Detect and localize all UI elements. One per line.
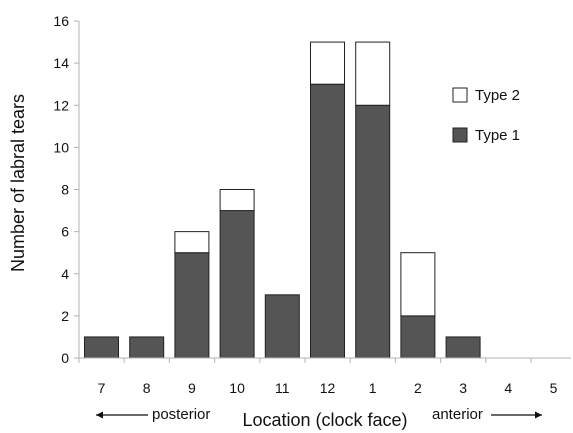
y-tick-label: 12 (53, 97, 69, 113)
y-tick-label: 4 (61, 266, 69, 282)
y-axis-ticks: 0 2 4 6 8 10 12 14 16 (53, 13, 79, 366)
legend-label-type-2: Type 2 (475, 87, 520, 104)
bar-type-2-12 (310, 41, 345, 85)
legend-label-type-1: Type 1 (475, 127, 520, 144)
bar-type-2-1 (355, 41, 391, 106)
x-tick-label: 11 (275, 380, 290, 396)
posterior-annotation: posterior (96, 406, 210, 423)
x-tick-label: 8 (143, 380, 151, 396)
legend-swatch-type-1 (452, 127, 468, 143)
legend: Type 2 Type 1 (452, 87, 520, 144)
y-tick-label: 2 (61, 308, 69, 324)
y-tick-label: 10 (53, 139, 69, 155)
posterior-arrow-head (96, 411, 103, 419)
x-axis-title: Location (clock face) (242, 410, 407, 430)
plot-area (84, 41, 481, 359)
bar-type-1-8 (129, 336, 165, 359)
bar-type-1-9 (174, 252, 210, 359)
y-axis-title: Number of labral tears (8, 94, 28, 272)
bar-type-1-3 (445, 336, 481, 359)
x-tick-label: 1 (369, 380, 377, 396)
posterior-label: posterior (152, 406, 210, 423)
x-tick-label: 12 (320, 380, 336, 396)
x-tick-label: 2 (414, 380, 422, 396)
bar-type-1-1 (355, 104, 391, 359)
x-tick-label: 5 (550, 380, 558, 396)
legend-swatch-type-2 (452, 87, 468, 103)
bar-type-1-2 (400, 315, 436, 359)
y-tick-label: 6 (61, 224, 69, 240)
anterior-annotation: anterior (432, 406, 542, 423)
x-tick-label: 4 (504, 380, 512, 396)
bar-type-1-10 (219, 210, 255, 359)
bar-type-2-9 (174, 231, 210, 254)
x-axis-ticks: 7 8 9 10 11 12 1 2 3 4 5 (78, 358, 558, 396)
bar-type-2-10 (219, 189, 255, 212)
bar-type-1-7 (84, 336, 119, 359)
x-tick-label: 9 (188, 380, 196, 396)
y-tick-label: 16 (53, 13, 69, 29)
y-tick-label: 14 (53, 55, 69, 71)
bar-type-2-2 (400, 252, 436, 317)
y-tick-label: 0 (61, 350, 69, 366)
x-tick-label: 3 (459, 380, 467, 396)
anterior-arrow-head (535, 411, 542, 419)
anterior-label: anterior (432, 406, 483, 423)
y-tick-label: 8 (61, 182, 69, 198)
x-tick-label: 10 (229, 380, 245, 396)
x-tick-label: 7 (98, 380, 106, 396)
bar-type-1-11 (264, 294, 300, 359)
bar-type-1-12 (310, 83, 345, 359)
